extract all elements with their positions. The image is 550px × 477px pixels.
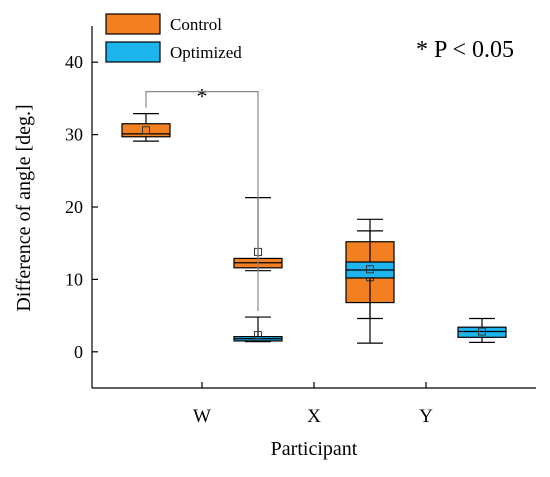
box-iqr bbox=[457, 326, 507, 338]
box-optimized-y bbox=[457, 317, 507, 343]
significance-bracket: * bbox=[145, 84, 259, 312]
box-iqr bbox=[121, 123, 171, 138]
legend-swatch-optimized bbox=[105, 41, 161, 63]
x-tick-label: X bbox=[307, 406, 321, 427]
significance-star: * bbox=[197, 84, 208, 109]
y-tick-label: 0 bbox=[74, 342, 83, 362]
x-axis-label: Participant bbox=[271, 438, 358, 460]
y-tick-label: 20 bbox=[65, 197, 83, 217]
bracket-line bbox=[145, 91, 259, 312]
mean-marker bbox=[254, 331, 262, 340]
x-tick-label: Y bbox=[419, 406, 433, 427]
y-axis-label: Difference of angle [deg.] bbox=[13, 104, 35, 311]
y-tick-label: 40 bbox=[65, 52, 83, 72]
significance-note: * P < 0.05 bbox=[416, 37, 514, 63]
boxes bbox=[121, 113, 507, 344]
legend-label-optimized: Optimized bbox=[170, 43, 242, 62]
legend-swatch-control bbox=[105, 13, 161, 35]
box-optimized-w bbox=[233, 316, 283, 343]
legend: Control Optimized bbox=[105, 13, 242, 63]
mean-marker bbox=[366, 265, 374, 274]
box-control-w bbox=[121, 113, 171, 142]
y-tick-label: 30 bbox=[65, 125, 83, 145]
mean-marker bbox=[142, 126, 150, 135]
axes: 0 10 20 30 40 W X Y bbox=[65, 26, 536, 427]
legend-label-control: Control bbox=[170, 15, 222, 34]
mean-marker bbox=[478, 327, 486, 336]
y-tick-label: 10 bbox=[65, 269, 83, 289]
box-optimized-x bbox=[345, 218, 395, 320]
x-tick-label: W bbox=[193, 406, 211, 427]
